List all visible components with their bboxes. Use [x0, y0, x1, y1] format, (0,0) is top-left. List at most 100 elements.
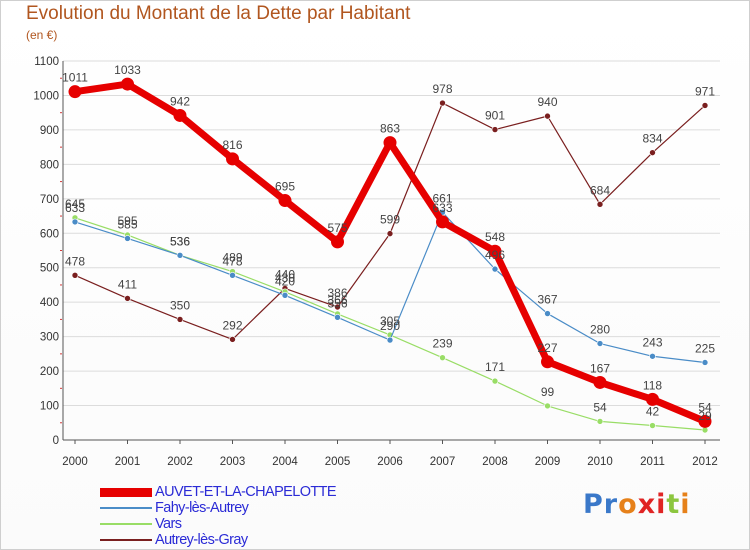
data-label: 978	[432, 82, 452, 96]
y-tick-label: 900	[40, 125, 59, 137]
data-point	[698, 414, 712, 428]
data-point	[226, 152, 239, 166]
data-label: 478	[65, 254, 85, 268]
data-label: 292	[222, 318, 242, 332]
data-point	[176, 316, 184, 323]
unit-label: (en €)	[26, 28, 58, 42]
data-label: 350	[170, 298, 190, 312]
data-label: 305	[380, 314, 400, 328]
legend-swatch	[100, 487, 152, 497]
data-point	[121, 77, 134, 91]
data-point	[278, 194, 292, 208]
logo-letter: t	[666, 489, 681, 520]
data-label: 29	[698, 409, 712, 423]
data-label: 1011	[62, 71, 88, 85]
data-point	[229, 336, 236, 343]
data-label: 489	[222, 251, 242, 265]
data-point	[491, 265, 499, 273]
x-tick-label: 2011	[640, 456, 665, 468]
proxiti-logo: Proxiti	[583, 489, 691, 520]
data-point	[331, 235, 344, 249]
x-tick-label: 2010	[587, 456, 613, 468]
data-point	[544, 402, 551, 410]
data-label: 225	[695, 341, 715, 355]
data-point	[173, 108, 187, 122]
data-point	[436, 215, 449, 229]
data-label: 536	[170, 234, 190, 248]
legend-swatch	[100, 523, 152, 525]
data-label: 386	[327, 286, 347, 300]
data-label: 1033	[114, 63, 141, 77]
legend-label: Vars	[155, 516, 182, 532]
y-tick-label: 300	[40, 332, 59, 344]
data-label: 54	[593, 400, 607, 414]
data-label: 171	[485, 360, 505, 374]
data-label: 575	[327, 221, 347, 235]
data-point	[701, 102, 709, 109]
data-point	[544, 112, 551, 120]
data-point	[71, 218, 79, 226]
data-label: 440	[275, 267, 295, 281]
data-label: 430	[275, 271, 295, 285]
y-tick-label: 800	[40, 159, 59, 171]
legend-label: AUVET-ET-LA-CHAPELOTTE	[155, 484, 337, 500]
data-point	[334, 314, 341, 321]
data-point	[491, 377, 499, 385]
data-label: 478	[222, 254, 242, 268]
data-label: 548	[485, 230, 505, 244]
x-tick-label: 2002	[167, 456, 193, 468]
data-label: 496	[485, 248, 505, 262]
data-label: 901	[485, 109, 505, 123]
data-label: 239	[432, 337, 452, 351]
data-label: 633	[432, 201, 452, 215]
data-point	[229, 272, 236, 279]
data-label: 243	[642, 335, 662, 349]
data-label: 280	[590, 323, 610, 337]
data-label: 411	[118, 277, 137, 291]
data-label: 118	[643, 378, 662, 392]
y-tick-label: 600	[40, 228, 59, 240]
data-point	[439, 354, 446, 361]
data-label: 816	[222, 138, 242, 152]
data-label: 599	[380, 213, 400, 227]
data-point	[491, 126, 499, 133]
x-tick-label: 2007	[430, 456, 456, 468]
data-point	[544, 310, 551, 317]
data-point	[334, 303, 341, 311]
data-point	[701, 426, 709, 434]
data-label: 290	[380, 319, 400, 333]
series-lines	[68, 77, 712, 434]
data-label: 684	[590, 183, 610, 197]
axes: 0 100 200 300 400 500 600 700 800 900 1000 1100 2000…	[33, 56, 720, 468]
chart-title: Evolution du Montant de la Dette par Hab…	[26, 3, 411, 24]
data-point	[596, 201, 604, 208]
data-label: 54	[698, 400, 712, 414]
data-point	[593, 375, 607, 389]
data-label: 633	[65, 201, 85, 215]
logo-letter: i	[680, 489, 691, 520]
data-label: 595	[117, 214, 137, 228]
y-tick-label: 100	[40, 401, 59, 413]
y-tick-label: 0	[53, 435, 59, 447]
data-label: 42	[646, 405, 660, 419]
logo-letter: r	[603, 489, 619, 520]
data-label: 942	[170, 94, 190, 108]
data-point	[649, 352, 656, 360]
x-tick-label: 2009	[535, 456, 561, 468]
data-label: 585	[117, 217, 137, 231]
y-tick-label: 1100	[34, 56, 59, 68]
data-label: 420	[275, 274, 295, 288]
data-label: 227	[537, 341, 557, 355]
x-tick-label: 2000	[62, 456, 88, 468]
x-tick-label: 2001	[115, 456, 141, 468]
data-point	[596, 340, 604, 347]
y-tick-label: 500	[40, 263, 59, 275]
x-tick-label: 2008	[482, 456, 508, 468]
x-tick-label: 2012	[692, 456, 718, 468]
x-tick-label: 2003	[220, 456, 246, 468]
data-point	[649, 422, 656, 429]
data-label: 940	[537, 95, 557, 109]
data-point	[701, 359, 709, 366]
logo-letter: P	[583, 489, 604, 520]
